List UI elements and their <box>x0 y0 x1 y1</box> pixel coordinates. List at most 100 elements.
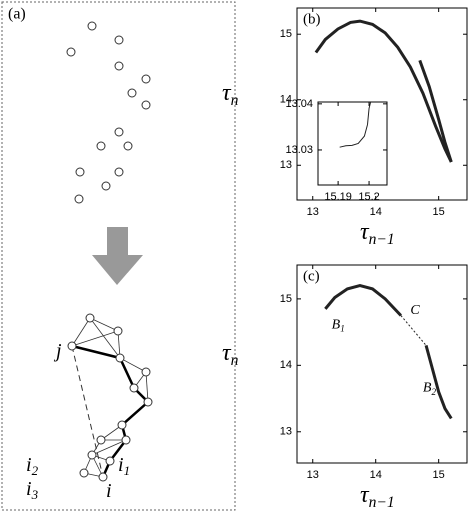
annotation: B1 <box>332 318 345 334</box>
line <box>314 19 453 163</box>
x-label-base: τ <box>360 219 370 245</box>
line <box>324 284 402 317</box>
panel-label: (c) <box>303 268 320 284</box>
x-tick-label: 14 <box>370 469 382 481</box>
x-label: τn−1 <box>360 219 395 248</box>
arrow <box>107 227 128 255</box>
node <box>141 74 151 84</box>
node <box>141 100 151 110</box>
edge <box>89 317 119 332</box>
dashed-link <box>71 345 104 478</box>
y-label: τn <box>222 340 239 369</box>
y-tick-label: 14 <box>280 94 292 106</box>
node-label-sub: 3 <box>31 487 39 502</box>
annotation-sub: 1 <box>340 324 345 334</box>
y-label-base: τ <box>222 340 232 366</box>
x-tick-label: 15 <box>433 469 445 481</box>
node-label-sub: 2 <box>32 463 39 478</box>
line <box>400 315 427 346</box>
node <box>117 420 127 430</box>
x-label: τn−1 <box>360 482 395 511</box>
y-label: τn <box>222 80 239 109</box>
node <box>114 127 124 137</box>
node <box>121 435 131 445</box>
node <box>129 383 139 393</box>
node <box>98 472 108 482</box>
y-tick-label: 14 <box>280 359 292 371</box>
arrow <box>92 255 143 285</box>
node <box>114 35 124 45</box>
node-label: i3 <box>26 478 39 502</box>
node <box>105 456 115 466</box>
node-label: i1 <box>118 454 130 478</box>
y-tick-label: 13.04 <box>285 98 313 110</box>
point-cloud <box>66 21 151 204</box>
node <box>85 313 95 323</box>
y-label-sub: n <box>231 352 239 369</box>
node <box>79 468 89 478</box>
x-tick-label: 15 <box>433 206 445 218</box>
panel-label: (a) <box>8 6 26 23</box>
edge <box>145 371 149 403</box>
node <box>67 341 77 351</box>
node <box>87 450 97 460</box>
x-tick-label: 15.19 <box>324 191 352 203</box>
edge <box>117 330 121 359</box>
edge <box>91 439 127 456</box>
x-label-base: τ <box>360 482 370 508</box>
node <box>101 181 111 191</box>
x-tick-label: 13 <box>307 206 319 218</box>
annotation-base: C <box>410 303 420 318</box>
node-label-base: i <box>26 454 32 476</box>
annotation-base: B <box>423 381 432 396</box>
node-label: i <box>106 480 112 502</box>
node <box>74 194 84 204</box>
node-label: j <box>53 340 62 362</box>
node-label-base: j <box>53 340 62 362</box>
node <box>96 435 106 445</box>
node-label: i2 <box>26 454 39 478</box>
x-label-sub: n−1 <box>369 494 395 511</box>
x-label-sub: n−1 <box>369 231 395 248</box>
graph <box>67 313 153 482</box>
axes-frame <box>317 101 388 186</box>
edge <box>71 317 91 347</box>
line <box>424 345 453 420</box>
node-label-base: i <box>26 478 32 500</box>
y-tick-label: 13.03 <box>285 144 313 156</box>
edge <box>71 330 119 347</box>
annotation-base: B <box>332 318 341 333</box>
node <box>75 167 85 177</box>
y-tick-label: 15 <box>280 28 292 40</box>
node <box>114 167 124 177</box>
x-tick-label: 13 <box>307 469 319 481</box>
edge <box>119 357 147 373</box>
annotation: B2 <box>423 381 437 397</box>
node <box>123 141 133 151</box>
node <box>115 353 125 363</box>
y-tick-label: 15 <box>280 293 292 305</box>
node <box>87 21 97 31</box>
node-label-base: i <box>118 454 124 476</box>
x-tick-label: 14 <box>370 206 382 218</box>
node <box>127 88 137 98</box>
panel-label: (b) <box>303 11 321 27</box>
node <box>114 61 124 71</box>
node <box>141 367 151 377</box>
node <box>96 141 106 151</box>
y-label-sub: n <box>231 92 239 109</box>
node <box>66 47 76 57</box>
line <box>339 101 372 148</box>
panel-a-frame <box>1 1 236 511</box>
y-tick-label: 13 <box>280 426 292 438</box>
y-label-base: τ <box>222 80 232 106</box>
annotation-sub: 2 <box>431 387 436 397</box>
node <box>143 397 153 407</box>
y-tick-label: 13 <box>280 159 292 171</box>
node <box>113 326 123 336</box>
x-tick-label: 15.2 <box>358 191 379 203</box>
line <box>418 59 453 163</box>
node-label-base: i <box>106 480 112 502</box>
edge <box>89 317 121 359</box>
